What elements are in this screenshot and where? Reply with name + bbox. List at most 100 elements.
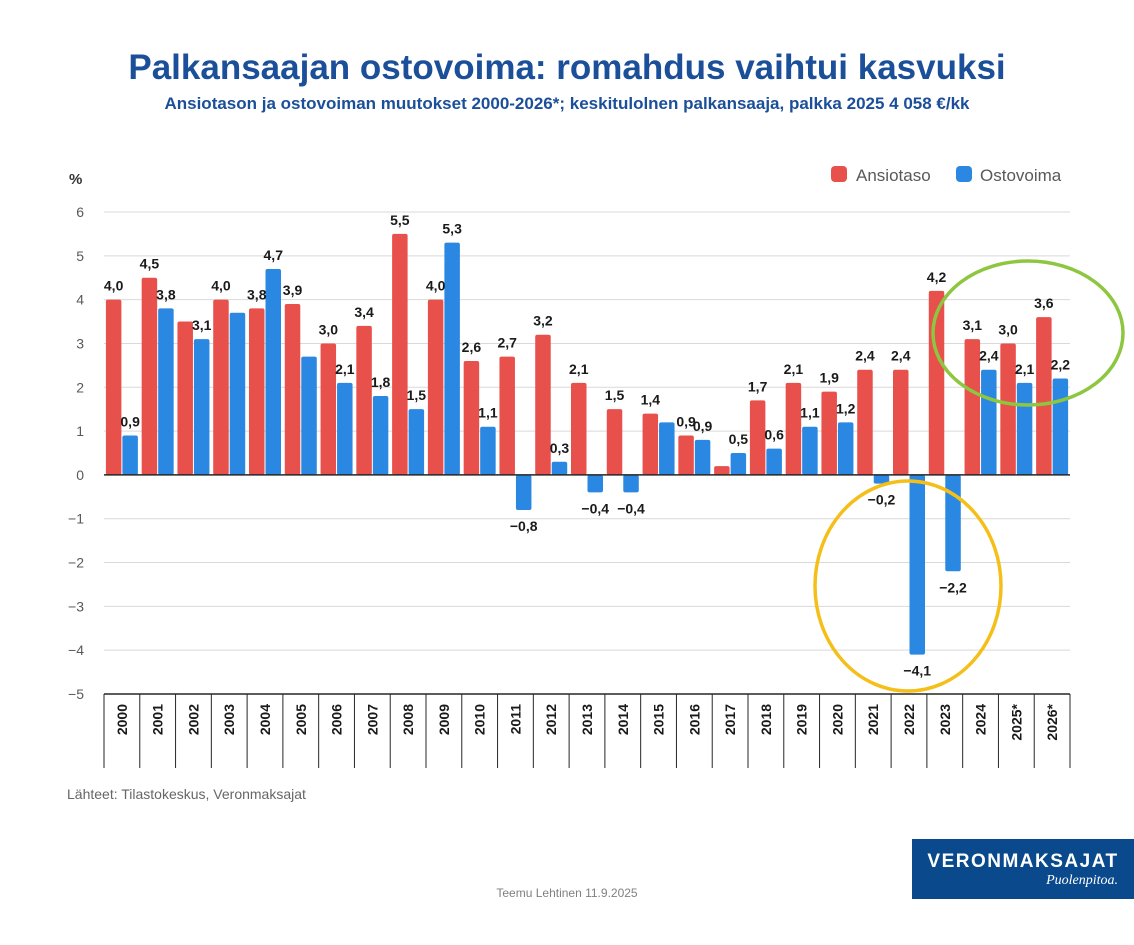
bar-ansiotaso-2014 (606, 409, 623, 475)
y-tick-label: −2 (68, 555, 84, 571)
y-tick-label: −1 (68, 511, 84, 527)
data-label: 2,7 (497, 335, 517, 351)
x-tick-label: 2002 (185, 704, 201, 735)
data-label: 0,6 (764, 427, 784, 443)
bar-ansiotaso-2004 (249, 308, 265, 475)
bar-ostovoima-2013 (587, 474, 603, 493)
bar-ansiotaso-2017 (714, 466, 730, 475)
data-label: 5,3 (442, 221, 462, 237)
data-label: −0,4 (617, 500, 645, 516)
bar-ansiotaso-2003 (213, 299, 229, 475)
bar-ostovoima-2015 (659, 422, 675, 475)
x-tick-label: 2004 (257, 704, 273, 735)
green-highlight-ellipse (931, 259, 1125, 407)
annotations (813, 259, 1125, 693)
data-label: 0,9 (120, 413, 140, 429)
bar-ansiotaso-2025e (1000, 343, 1016, 475)
bar-ostovoima-2010 (480, 426, 496, 475)
y-tick-label: 5 (76, 248, 84, 264)
bar-ansiotaso-2008 (392, 233, 408, 475)
bar-ansiotaso-2012 (535, 334, 551, 475)
data-label: 1,1 (478, 405, 498, 421)
x-tick-label: 2017 (722, 704, 738, 735)
legend-swatch (956, 166, 972, 182)
data-label: 4,0 (104, 278, 124, 294)
bar-ostovoima-2022 (909, 474, 925, 655)
bar-ansiotaso-2019 (785, 382, 802, 475)
y-tick-label: −5 (68, 686, 84, 702)
grid-lines (104, 211, 1070, 695)
bar-ansiotaso-2024 (964, 339, 981, 475)
data-label: 1,5 (605, 387, 625, 403)
legend-label: Ansiotaso (856, 166, 931, 185)
bar-ostovoima-2009 (444, 242, 460, 475)
data-label: 3,6 (1034, 295, 1054, 311)
data-labels: 4,0 0,9 4,5 3,8 3,1 4,0 3,8 4,7 3,9 3,0 2,1 3,4 1,8 5… (104, 212, 1070, 679)
bar-ostovoima-2024 (981, 369, 997, 475)
logo-name: VERONMAKSAJAT (927, 851, 1119, 872)
bar-ansiotaso-2026e (1036, 317, 1052, 475)
bar-ostovoima-2006 (337, 382, 353, 475)
x-tick-label: 2016 (686, 704, 702, 735)
y-tick-label: 1 (76, 423, 84, 439)
author-date: Teemu Lehtinen 11.9.2025 (496, 886, 638, 900)
y-tick-label: 4 (76, 292, 84, 308)
bar-ansiotaso-2022 (893, 369, 909, 475)
data-label: 0,9 (676, 413, 696, 429)
bar-ostovoima-2014 (623, 474, 639, 493)
bar-ansiotaso-2016 (678, 435, 694, 475)
legend-swatch (831, 166, 847, 182)
data-label: 1,1 (800, 405, 820, 421)
data-label: 2,1 (569, 361, 589, 377)
data-label: 1,2 (836, 400, 856, 416)
bar-ostovoima-2003 (229, 312, 246, 475)
bar-ansiotaso-2001 (141, 277, 158, 475)
bar-ansiotaso-2015 (642, 413, 659, 475)
x-tick-label: 2018 (758, 704, 774, 735)
bar-ostovoima-2025e (1016, 382, 1033, 475)
data-label: 4,0 (426, 278, 446, 294)
data-label: 2,4 (891, 348, 911, 364)
y-tick-label: 6 (76, 204, 84, 220)
x-tick-label: 2011 (507, 704, 523, 735)
y-tick-label: 3 (76, 335, 84, 351)
x-tick-label: 2012 (543, 704, 559, 735)
bar-ostovoima-2004 (265, 268, 281, 475)
data-label: 2,4 (979, 348, 999, 364)
data-label: 3,2 (533, 313, 553, 329)
x-tick-label: 2013 (579, 704, 595, 735)
x-tick-label: 2007 (364, 704, 380, 735)
bar-ansiotaso-2007 (356, 325, 372, 475)
x-tick-label: 2026* (1044, 703, 1060, 740)
x-tick-label: 2014 (615, 704, 631, 735)
data-label: 2,1 (1015, 361, 1035, 377)
bar-ostovoima-2021 (873, 474, 890, 484)
data-label: 2,1 (784, 361, 804, 377)
x-tick-label: 2024 (973, 704, 989, 735)
data-label: 1,5 (407, 387, 427, 403)
bar-ostovoima-2011 (515, 474, 532, 510)
data-label: 2,4 (855, 348, 875, 364)
chart-subtitle: Ansiotason ja ostovoiman muutokset 2000-… (164, 94, 970, 113)
bar-ostovoima-2016 (694, 439, 711, 475)
bar-ostovoima-2007 (372, 396, 389, 475)
bar-ansiotaso-2020 (821, 391, 837, 475)
data-label: 3,1 (963, 317, 983, 333)
bar-ostovoima-2026e (1052, 378, 1069, 475)
x-tick-label: 2025* (1008, 703, 1024, 740)
legend-label: Ostovoima (980, 166, 1062, 185)
data-label: 3,8 (156, 286, 176, 302)
x-tick-label: 2009 (436, 704, 452, 735)
bars (105, 233, 1069, 655)
bar-ostovoima-2018 (766, 448, 782, 475)
data-label: 0,9 (693, 418, 713, 434)
bar-ansiotaso-2009 (427, 299, 444, 475)
data-label: −0,2 (868, 492, 896, 508)
y-tick-label: −3 (68, 598, 84, 614)
data-label: 1,8 (371, 374, 391, 390)
x-tick-label: 2000 (114, 704, 130, 735)
x-tick-label: 2010 (472, 704, 488, 735)
bar-ostovoima-2001 (158, 308, 174, 475)
x-tick-label: 2008 (400, 704, 416, 735)
data-label: 3,4 (354, 304, 374, 320)
